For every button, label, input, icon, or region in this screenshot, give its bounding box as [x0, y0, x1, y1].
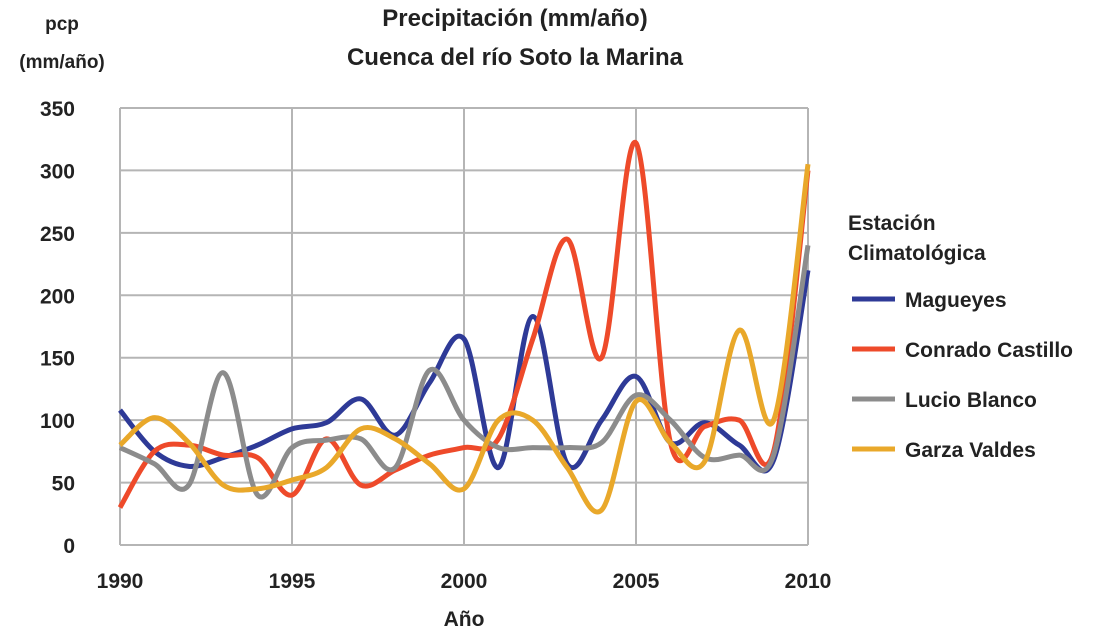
x-tick-label: 2010	[785, 570, 832, 593]
tick-labels: 0 50 100 150 200 250 300 350 1990 1995 2000 2005 201…	[40, 98, 831, 593]
x-tick-label: 2005	[613, 570, 660, 593]
legend-label: Garza Valdes	[905, 439, 1036, 462]
legend: Estación Climatológica Magueyes Conrado C…	[848, 212, 1073, 462]
y-tick-label: 0	[63, 535, 75, 558]
series-line-garza-valdes	[118, 163, 811, 515]
y-tick-label: 50	[52, 473, 75, 496]
y-tick-label: 300	[40, 160, 75, 183]
y-tick-label: 200	[40, 285, 75, 308]
y-tick-label: 100	[40, 410, 75, 433]
legend-label: Magueyes	[905, 289, 1007, 312]
x-tick-label: 1995	[269, 570, 316, 593]
series-line-magueyes	[118, 269, 811, 474]
chart-title: Precipitación (mm/año)	[382, 5, 647, 32]
legend-title-line2: Climatológica	[848, 242, 986, 265]
x-tick-label: 2000	[441, 570, 488, 593]
legend-label: Conrado Castillo	[905, 339, 1073, 362]
y-tick-label: 350	[40, 98, 75, 121]
series-line-conrado-castillo	[117, 140, 811, 509]
x-tick-label: 1990	[97, 570, 144, 593]
y-axis-label-line2: (mm/año)	[19, 52, 105, 73]
x-axis-label: Año	[444, 608, 485, 628]
y-axis-label-line1: pcp	[45, 14, 79, 35]
legend-label: Lucio Blanco	[905, 389, 1037, 412]
chart-subtitle: Cuenca del río Soto la Marina	[347, 44, 684, 71]
y-tick-label: 150	[40, 348, 75, 371]
series-lines	[117, 140, 811, 515]
y-tick-label: 250	[40, 223, 75, 246]
grid	[119, 107, 809, 546]
legend-title-line1: Estación	[848, 212, 936, 235]
